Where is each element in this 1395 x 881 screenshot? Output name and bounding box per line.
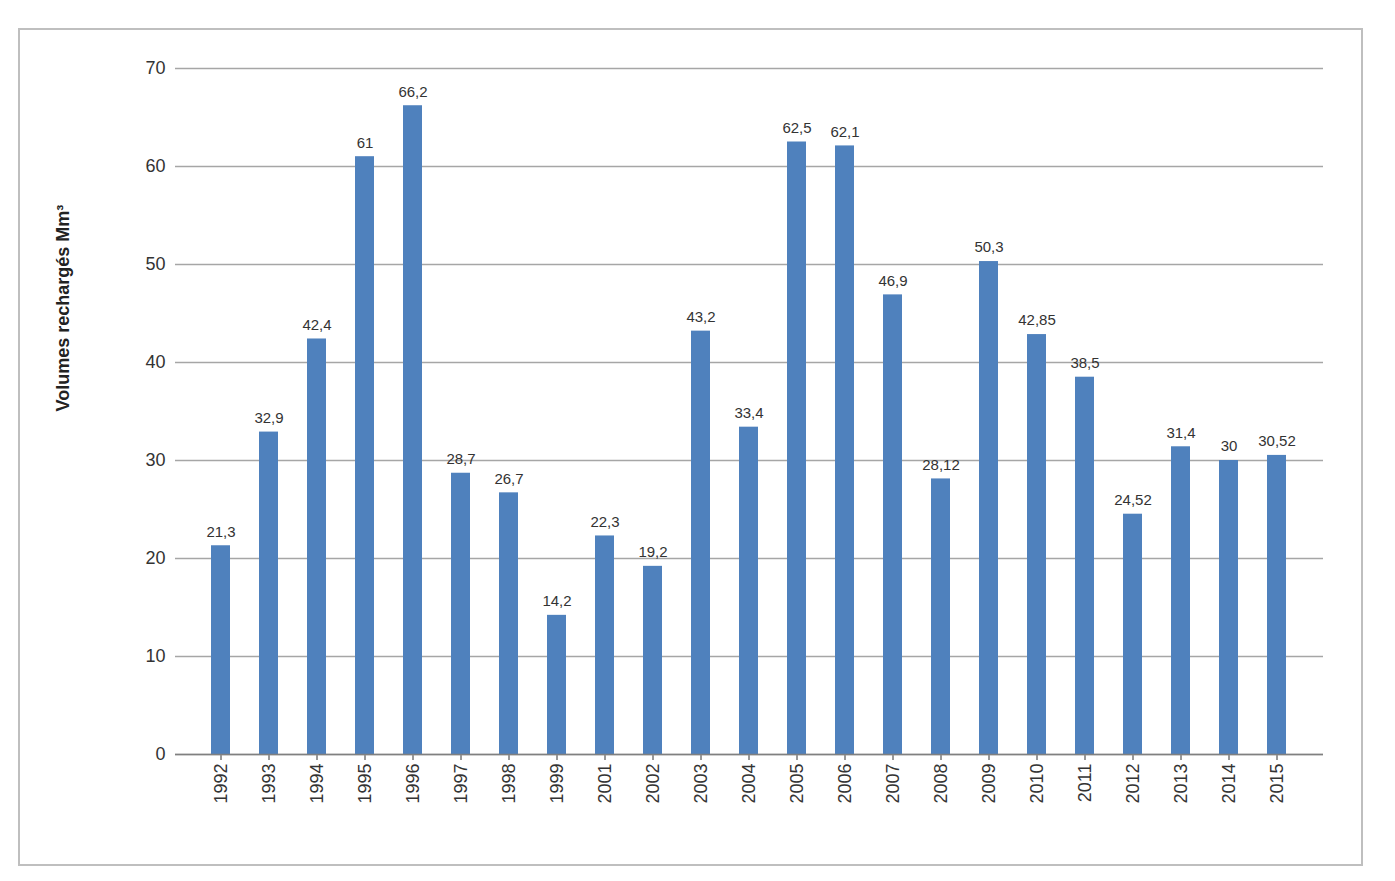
svg-text:46,9: 46,9 xyxy=(878,272,907,289)
svg-text:28,7: 28,7 xyxy=(446,450,475,467)
svg-text:70: 70 xyxy=(145,58,165,78)
svg-text:30,52: 30,52 xyxy=(1258,432,1296,449)
svg-text:Volumes rechargés Mm³: Volumes rechargés Mm³ xyxy=(53,205,73,412)
svg-text:2005: 2005 xyxy=(787,764,807,804)
svg-text:2001: 2001 xyxy=(595,764,615,804)
svg-text:2010: 2010 xyxy=(1027,764,1047,804)
svg-text:2008: 2008 xyxy=(931,764,951,804)
svg-text:1994: 1994 xyxy=(307,764,327,804)
svg-text:1997: 1997 xyxy=(451,764,471,804)
svg-text:66,2: 66,2 xyxy=(398,83,427,100)
svg-text:10: 10 xyxy=(145,646,165,666)
svg-text:50: 50 xyxy=(145,254,165,274)
svg-text:2013: 2013 xyxy=(1171,764,1191,804)
svg-text:2012: 2012 xyxy=(1123,764,1143,804)
svg-text:30: 30 xyxy=(145,450,165,470)
svg-text:26,7: 26,7 xyxy=(494,470,523,487)
svg-text:28,12: 28,12 xyxy=(922,456,960,473)
svg-text:40: 40 xyxy=(145,352,165,372)
svg-text:50,3: 50,3 xyxy=(974,238,1003,255)
svg-text:1992: 1992 xyxy=(211,764,231,804)
svg-text:2009: 2009 xyxy=(979,764,999,804)
svg-text:2003: 2003 xyxy=(691,764,711,804)
svg-text:42,4: 42,4 xyxy=(302,316,331,333)
svg-text:2004: 2004 xyxy=(739,764,759,804)
svg-text:60: 60 xyxy=(145,156,165,176)
svg-text:33,4: 33,4 xyxy=(734,404,763,421)
svg-text:19,2: 19,2 xyxy=(638,543,667,560)
svg-text:30: 30 xyxy=(1221,437,1238,454)
svg-text:62,5: 62,5 xyxy=(782,119,811,136)
svg-text:31,4: 31,4 xyxy=(1166,424,1195,441)
svg-text:2014: 2014 xyxy=(1219,764,1239,804)
svg-text:2006: 2006 xyxy=(835,764,855,804)
svg-text:22,3: 22,3 xyxy=(590,513,619,530)
svg-text:24,52: 24,52 xyxy=(1114,491,1152,508)
svg-text:1993: 1993 xyxy=(259,764,279,804)
svg-text:43,2: 43,2 xyxy=(686,308,715,325)
svg-text:1999: 1999 xyxy=(547,764,567,804)
svg-text:2002: 2002 xyxy=(643,764,663,804)
svg-text:14,2: 14,2 xyxy=(542,592,571,609)
svg-text:1996: 1996 xyxy=(403,764,423,804)
svg-text:21,3: 21,3 xyxy=(206,523,235,540)
svg-text:1995: 1995 xyxy=(355,764,375,804)
svg-text:32,9: 32,9 xyxy=(254,409,283,426)
svg-text:38,5: 38,5 xyxy=(1070,354,1099,371)
svg-text:1998: 1998 xyxy=(499,764,519,804)
svg-text:0: 0 xyxy=(155,744,165,764)
svg-text:42,85: 42,85 xyxy=(1018,311,1056,328)
svg-text:2015: 2015 xyxy=(1267,764,1287,804)
svg-text:2011: 2011 xyxy=(1075,764,1095,803)
svg-text:62,1: 62,1 xyxy=(830,123,859,140)
svg-text:2007: 2007 xyxy=(883,764,903,804)
svg-text:61: 61 xyxy=(357,134,374,151)
svg-text:20: 20 xyxy=(145,548,165,568)
